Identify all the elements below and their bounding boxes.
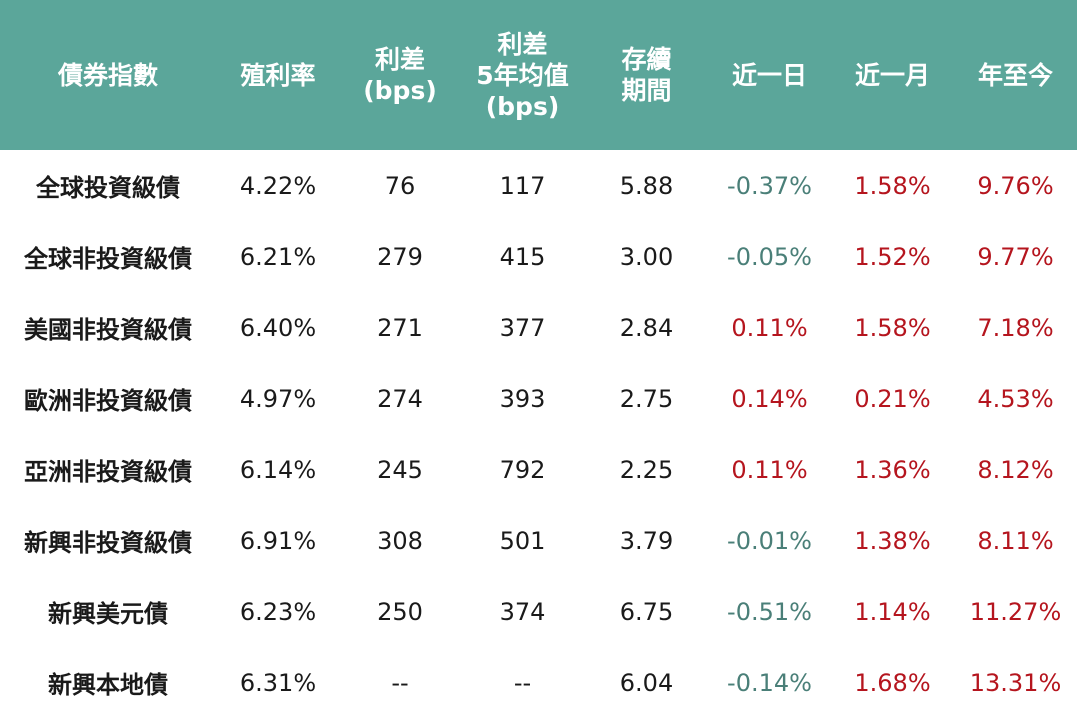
header-yield: 殖利率	[240, 60, 316, 90]
spread-5y-avg-cell: 415	[499, 242, 546, 271]
change-1-day-cell: -0.37%	[727, 171, 812, 200]
spread-5y-avg-cell: 117	[499, 171, 546, 200]
table-row: 新興本地債 6.31% -- -- 6.04 -0.14% 1.68% 13.31%	[0, 647, 1077, 718]
spread-5y-avg-cell: --	[513, 668, 532, 697]
yield-cell: 4.22%	[239, 171, 317, 200]
yield-cell: 6.31%	[239, 668, 317, 697]
table-row: 全球投資級債 4.22% 76 117 5.88 -0.37% 1.58% 9.76%	[0, 150, 1077, 221]
spread-cell: 250	[377, 597, 423, 626]
duration-cell: 5.88	[619, 171, 674, 200]
header-duration: 存續 期間	[621, 45, 672, 105]
change-1-day-cell: -0.01%	[727, 526, 812, 555]
yield-cell: 6.40%	[239, 313, 317, 342]
bond-index-name: 美國非投資級債	[24, 316, 192, 344]
bond-index-name: 新興美元債	[48, 600, 168, 628]
duration-cell: 6.04	[619, 668, 674, 697]
bond-index-name: 新興本地債	[48, 671, 168, 699]
spread-5y-avg-cell: 393	[499, 384, 546, 413]
table-row: 亞洲非投資級債 6.14% 245 792 2.25 0.11% 1.36% 8.12%	[0, 434, 1077, 505]
change-1-day-cell: -0.14%	[727, 668, 812, 697]
header-spread-5y-avg: 利差 5年均值 (bps)	[476, 29, 569, 121]
change-1-month-cell: 1.58%	[854, 313, 931, 342]
bond-index-name: 全球非投資級債	[24, 245, 192, 273]
spread-5y-avg-cell: 792	[499, 455, 546, 484]
change-1-day-cell: 0.11%	[731, 313, 808, 342]
table-header: 債券指數 殖利率 利差 (bps) 利差 5年均值 (bps) 存續 期間 近一	[0, 0, 1077, 150]
duration-cell: 6.75	[619, 597, 674, 626]
header-spread: 利差 (bps)	[363, 45, 437, 105]
spread-cell: 271	[377, 313, 423, 342]
change-ytd-cell: 8.11%	[977, 526, 1054, 555]
change-1-month-cell: 1.38%	[854, 526, 931, 555]
change-1-day-cell: 0.14%	[731, 384, 808, 413]
table-row: 新興非投資級債 6.91% 308 501 3.79 -0.01% 1.38% 8.11%	[0, 505, 1077, 576]
header-1-month: 近一月	[854, 60, 930, 90]
change-1-day-cell: -0.05%	[727, 242, 812, 271]
change-1-month-cell: 0.21%	[854, 384, 931, 413]
spread-5y-avg-cell: 374	[499, 597, 546, 626]
change-1-month-cell: 1.58%	[854, 171, 931, 200]
header-bond-index: 債券指數	[57, 60, 158, 90]
change-1-month-cell: 1.36%	[854, 455, 931, 484]
change-1-month-cell: 1.52%	[854, 242, 931, 271]
spread-cell: 308	[377, 526, 423, 555]
yield-cell: 6.91%	[239, 526, 317, 555]
header-ytd: 年至今	[977, 60, 1053, 90]
yield-cell: 6.14%	[239, 455, 317, 484]
bond-index-name: 新興非投資級債	[24, 529, 192, 557]
yield-cell: 4.97%	[239, 384, 317, 413]
bond-index-name: 全球投資級債	[36, 174, 180, 202]
change-1-day-cell: -0.51%	[727, 597, 812, 626]
change-ytd-cell: 11.27%	[969, 597, 1062, 626]
table-row: 美國非投資級債 6.40% 271 377 2.84 0.11% 1.58% 7.18%	[0, 292, 1077, 363]
duration-cell: 3.00	[619, 242, 674, 271]
bond-index-name: 歐洲非投資級債	[24, 387, 192, 415]
change-ytd-cell: 7.18%	[977, 313, 1054, 342]
change-1-month-cell: 1.14%	[854, 597, 931, 626]
change-1-month-cell: 1.68%	[854, 668, 931, 697]
duration-cell: 2.25	[619, 455, 674, 484]
table-row: 歐洲非投資級債 4.97% 274 393 2.75 0.14% 0.21% 4.53%	[0, 363, 1077, 434]
yield-cell: 6.23%	[239, 597, 317, 626]
change-ytd-cell: 4.53%	[977, 384, 1054, 413]
change-ytd-cell: 8.12%	[977, 455, 1054, 484]
spread-5y-avg-cell: 501	[499, 526, 546, 555]
bond-index-name: 亞洲非投資級債	[24, 458, 192, 486]
duration-cell: 3.79	[619, 526, 674, 555]
duration-cell: 2.84	[619, 313, 674, 342]
table-row: 全球非投資級債 6.21% 279 415 3.00 -0.05% 1.52% 9.77%	[0, 221, 1077, 292]
spread-cell: 76	[384, 171, 416, 200]
spread-cell: 245	[377, 455, 423, 484]
spread-5y-avg-cell: 377	[499, 313, 546, 342]
change-ytd-cell: 13.31%	[969, 668, 1062, 697]
change-ytd-cell: 9.76%	[977, 171, 1054, 200]
table-row: 新興美元債 6.23% 250 374 6.75 -0.51% 1.14% 11.27%	[0, 576, 1077, 647]
change-1-day-cell: 0.11%	[731, 455, 808, 484]
header-1-day: 近一日	[731, 60, 807, 90]
yield-cell: 6.21%	[239, 242, 317, 271]
duration-cell: 2.75	[619, 384, 674, 413]
spread-cell: 279	[377, 242, 423, 271]
change-ytd-cell: 9.77%	[977, 242, 1054, 271]
spread-cell: 274	[377, 384, 423, 413]
spread-cell: --	[391, 668, 409, 697]
